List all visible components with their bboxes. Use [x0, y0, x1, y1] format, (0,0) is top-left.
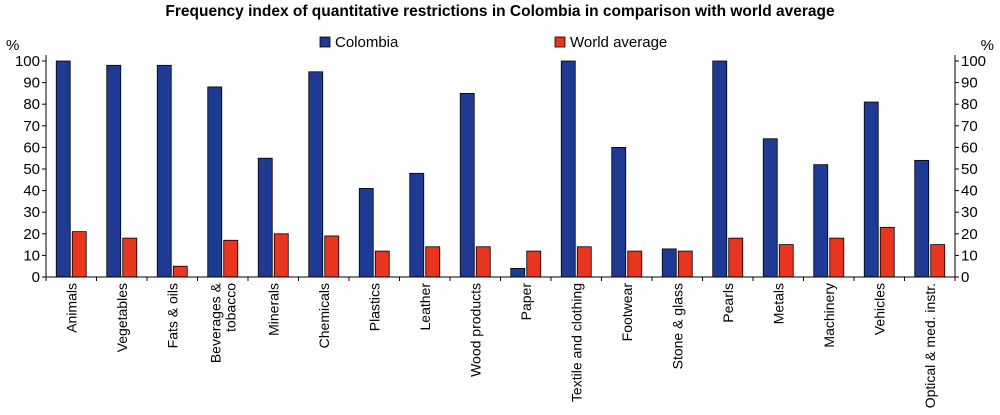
x-tick-label: Minerals	[265, 283, 281, 336]
y-tick-label-right: 30	[961, 204, 978, 221]
plot-area: 0 0 10 10 20 20 30 30 40 40 50 50 60 60 70 70 80 80 90 90 10…	[15, 53, 986, 408]
y-tick-label-right: 60	[961, 139, 978, 156]
y-tick-label-left: 10	[23, 247, 40, 264]
y-tick-label-left: 60	[23, 139, 40, 156]
bar-colombia	[661, 248, 677, 278]
x-tick-label: Machinery	[821, 283, 837, 348]
bar-colombia	[863, 101, 879, 278]
bar-colombia	[308, 71, 324, 278]
y-tick-label-right: 70	[961, 118, 978, 135]
y-tick-label-left: 70	[23, 118, 40, 135]
bar-world-average	[526, 250, 542, 278]
x-tick-label: Fats & oils	[164, 283, 180, 348]
bar-world-average	[728, 237, 744, 278]
bar-colombia	[55, 60, 71, 278]
y-tick-label-left: 30	[23, 204, 40, 221]
x-tick-label: Leather	[417, 283, 433, 331]
x-tick-label: Animals	[63, 283, 79, 333]
x-tick-label: Vegetables	[114, 283, 130, 352]
bar-world-average	[172, 265, 188, 278]
bar-colombia	[156, 64, 172, 278]
x-tick-label: Textile and clothing	[568, 283, 584, 402]
y-tick-label-right: 100	[961, 53, 986, 70]
bar-colombia	[712, 60, 728, 278]
bar-colombia	[611, 146, 627, 278]
bar-world-average	[71, 231, 87, 278]
bar-colombia	[510, 267, 526, 278]
x-tick-label: Metals	[770, 283, 786, 324]
chart-title: Frequency index of quantitative restrict…	[165, 3, 835, 20]
y-tick-label-right: 10	[961, 247, 978, 264]
x-tick-label: Optical & med. instr.	[922, 283, 938, 408]
bar-colombia	[409, 172, 425, 278]
y-tick-label-right: 50	[961, 161, 978, 178]
bar-world-average	[425, 246, 441, 278]
y-tick-label-left: 80	[23, 96, 40, 113]
y-tick-label-left: 100	[15, 53, 40, 70]
x-tick-label: Footwear	[619, 283, 635, 342]
bar-world-average	[829, 237, 845, 278]
legend-label-colombia: Colombia	[335, 34, 399, 51]
bar-colombia	[257, 157, 273, 278]
bar-world-average	[273, 233, 289, 278]
legend-swatch-world-average	[554, 36, 566, 48]
bar-world-average	[879, 226, 895, 278]
x-tick-label: Stone & glass	[669, 283, 685, 369]
legend: Colombia World average	[319, 34, 667, 51]
bar-world-average	[627, 250, 643, 278]
x-tick-label: Wood products	[467, 283, 483, 377]
bar-world-average	[324, 235, 340, 278]
y-tick-label-right: 90	[961, 75, 978, 92]
bar-world-average	[930, 244, 946, 278]
bar-colombia	[914, 159, 930, 278]
y-tick-label-left: 0	[32, 269, 40, 286]
y-tick-label-left: 20	[23, 226, 40, 243]
y-tick-label-right: 40	[961, 183, 978, 200]
legend-swatch-colombia	[319, 36, 331, 48]
x-tick-label: Plastics	[366, 283, 382, 331]
y-tick-label-right: 80	[961, 96, 978, 113]
x-tick-label: Chemicals	[316, 283, 332, 348]
bar-colombia	[207, 86, 223, 278]
bar-world-average	[223, 239, 239, 278]
bar-world-average	[778, 244, 794, 278]
x-tick-label: tobacco	[222, 283, 238, 332]
y-tick-label-left: 90	[23, 75, 40, 92]
legend-label-world-average: World average	[570, 34, 667, 51]
bar-world-average	[374, 250, 390, 278]
bar-world-average	[122, 237, 138, 278]
bar-colombia	[106, 64, 122, 278]
bar-colombia	[459, 93, 475, 278]
y-tick-label-left: 40	[23, 183, 40, 200]
x-tick-label: Paper	[518, 283, 534, 321]
bar-world-average	[475, 246, 491, 278]
x-tick-label: Vehicles	[871, 283, 887, 335]
bar-colombia	[560, 60, 576, 278]
x-tick-label: Pearls	[720, 283, 736, 323]
y-tick-label-left: 50	[23, 161, 40, 178]
bar-colombia	[358, 188, 374, 278]
x-tick-label: Beverages &	[207, 282, 223, 363]
bar-colombia	[813, 164, 829, 278]
bar-world-average	[677, 250, 693, 278]
y-axis-unit-right: %	[981, 37, 994, 54]
y-tick-label-right: 0	[961, 269, 969, 286]
y-tick-label-right: 20	[961, 226, 978, 243]
bar-world-average	[576, 246, 592, 278]
bar-colombia	[762, 138, 778, 278]
y-axis-unit-left: %	[6, 37, 19, 54]
